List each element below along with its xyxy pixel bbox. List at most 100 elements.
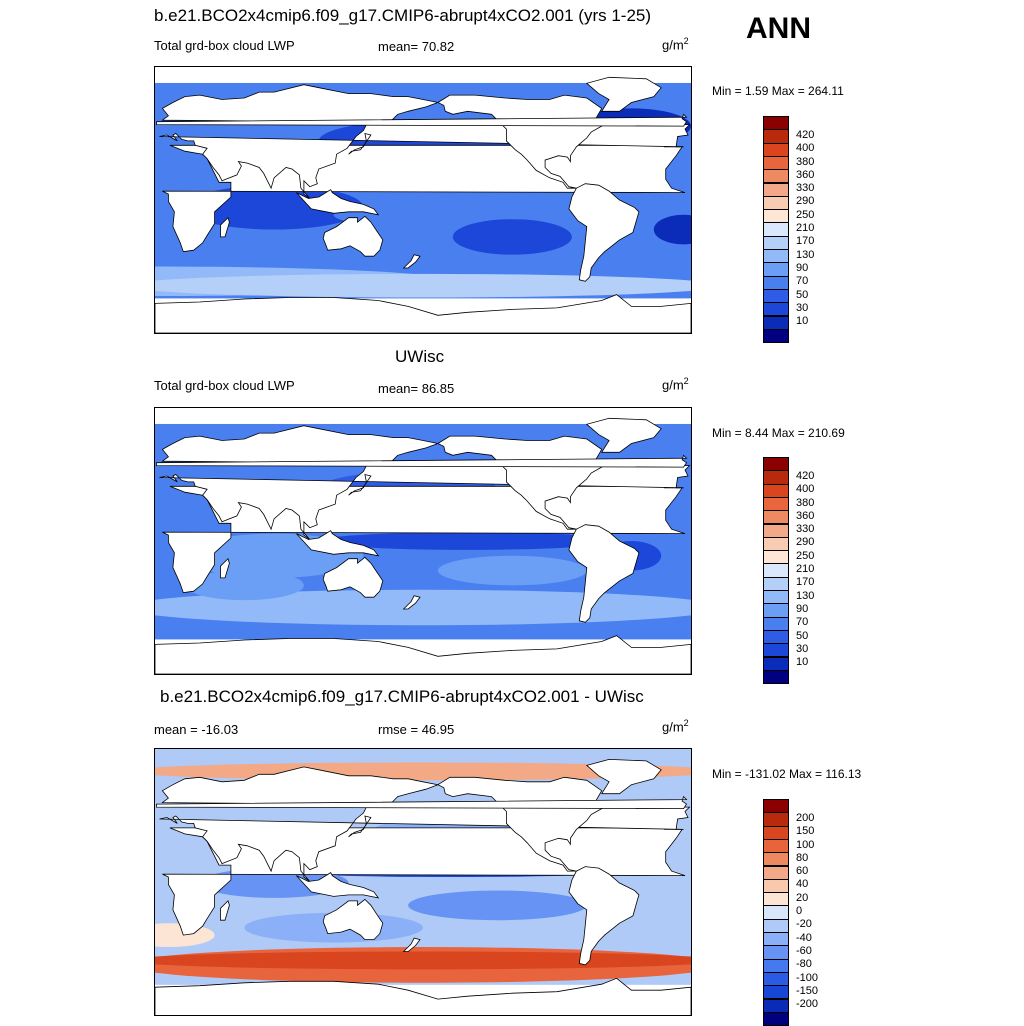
panel3-map bbox=[154, 748, 692, 1016]
colorbar-box bbox=[763, 315, 789, 330]
continent-greenland bbox=[585, 417, 662, 453]
panel2-mean-label: mean= 86.85 bbox=[378, 381, 455, 396]
colorbar-box bbox=[763, 998, 789, 1013]
colorbar-label: 60 bbox=[796, 865, 809, 878]
colorbar-label: -60 bbox=[796, 944, 812, 957]
colorbar-box bbox=[763, 129, 789, 144]
colorbar-box bbox=[763, 878, 789, 894]
colorbar-box bbox=[763, 222, 789, 237]
continent-uk bbox=[156, 795, 688, 810]
map-nodata-region bbox=[155, 408, 691, 424]
colorbar-box bbox=[763, 629, 789, 645]
colorbar-label: 20 bbox=[796, 891, 809, 904]
continent-japan bbox=[348, 473, 372, 496]
continent-indonesia bbox=[296, 189, 380, 216]
panel2-units: g/m2 bbox=[662, 376, 689, 393]
map-field-region bbox=[408, 890, 587, 921]
colorbar-box bbox=[763, 523, 789, 538]
continent-indonesia bbox=[296, 872, 380, 899]
colorbar-box bbox=[763, 985, 789, 1000]
colorbar-box bbox=[763, 195, 789, 211]
colorbar-label: 250 bbox=[796, 549, 815, 562]
colorbar-label: -100 bbox=[796, 971, 819, 984]
colorbar-box bbox=[763, 576, 789, 591]
colorbar-label: 100 bbox=[796, 838, 815, 851]
colorbar-label: 40 bbox=[796, 878, 809, 891]
colorbar-box bbox=[763, 932, 789, 947]
colorbar-box bbox=[763, 249, 789, 264]
colorbar-box bbox=[763, 865, 789, 880]
continent-madagascar bbox=[220, 900, 230, 921]
colorbar-box bbox=[763, 656, 789, 671]
colorbar-label: -150 bbox=[796, 984, 819, 997]
colorbar-box bbox=[763, 496, 789, 512]
map-field-region bbox=[318, 532, 617, 550]
colorbar-box bbox=[763, 905, 789, 920]
panel2-title: UWisc bbox=[395, 347, 445, 366]
panel1-title: b.e21.BCO2x4cmip6.f09_g17.CMIP6-abrupt4x… bbox=[154, 6, 652, 25]
continent-japan bbox=[348, 815, 372, 838]
colorbar-label: 210 bbox=[796, 563, 815, 576]
colorbar-label: 30 bbox=[796, 642, 809, 655]
colorbar-label: 130 bbox=[796, 589, 815, 602]
map-field-region bbox=[184, 236, 423, 267]
continent-australia bbox=[322, 898, 384, 940]
map-field-region bbox=[155, 589, 691, 626]
colorbar-label: 290 bbox=[796, 536, 815, 549]
continent-indonesia bbox=[296, 530, 380, 557]
continent-japan bbox=[348, 132, 372, 155]
colorbar-label: 420 bbox=[796, 128, 815, 141]
colorbar-box bbox=[763, 616, 789, 631]
panel3-minmax: Min = -131.02 Max = 116.13 bbox=[712, 767, 862, 781]
panel2-map bbox=[154, 407, 692, 675]
panel1-map bbox=[154, 66, 692, 334]
colorbar-label: 10 bbox=[796, 656, 809, 669]
colorbar-label: 380 bbox=[796, 496, 815, 509]
panel1-map-svg bbox=[155, 67, 691, 333]
colorbar-box bbox=[763, 643, 789, 658]
map-field-region bbox=[155, 273, 691, 298]
colorbar-label: 80 bbox=[796, 851, 809, 864]
panel1-mean-label: mean= 70.82 bbox=[378, 39, 455, 54]
colorbar-box bbox=[763, 142, 789, 157]
continent-nz bbox=[402, 254, 421, 269]
colorbar-box bbox=[763, 799, 789, 814]
colorbar-box bbox=[763, 328, 789, 344]
map-field-region bbox=[437, 555, 587, 586]
panel3-mean-label: mean = -16.03 bbox=[154, 722, 239, 737]
continent-eurasia bbox=[159, 766, 691, 882]
panel3-rmse-label: rmse = 46.95 bbox=[378, 722, 455, 737]
colorbar-label: 70 bbox=[796, 275, 809, 288]
panel2-minmax: Min = 8.44 Max = 210.69 bbox=[712, 426, 845, 440]
colorbar-label: 330 bbox=[796, 182, 815, 195]
colorbar-box bbox=[763, 275, 789, 290]
panel3-title: b.e21.BCO2x4cmip6.f09_g17.CMIP6-abrupt4x… bbox=[160, 687, 644, 706]
colorbar-label: 290 bbox=[796, 195, 815, 208]
map-field-region bbox=[155, 951, 691, 970]
colorbar-box bbox=[763, 945, 789, 960]
panel3-map-svg bbox=[155, 749, 691, 1015]
colorbar-label: 30 bbox=[796, 301, 809, 314]
colorbar-box bbox=[763, 550, 789, 565]
season-label: ANN bbox=[746, 12, 811, 45]
colorbar-label: -80 bbox=[796, 958, 812, 971]
map-field-region bbox=[184, 570, 304, 601]
panel1-minmax: Min = 1.59 Max = 264.11 bbox=[712, 84, 844, 98]
colorbar-box bbox=[763, 483, 789, 498]
colorbar-box bbox=[763, 812, 789, 827]
continent-antarctica bbox=[155, 977, 691, 1015]
continent-greenland bbox=[585, 758, 662, 795]
colorbar-box bbox=[763, 470, 789, 485]
colorbar-box bbox=[763, 262, 789, 277]
map-nodata-region bbox=[155, 67, 691, 83]
panel1-variable-label: Total grd-box cloud LWP bbox=[154, 38, 295, 53]
continent-australia bbox=[322, 556, 384, 598]
continent-antarctica bbox=[155, 635, 691, 674]
continent-greenland bbox=[585, 76, 662, 112]
colorbar-label: 90 bbox=[796, 602, 809, 615]
colorbar-label: 50 bbox=[796, 629, 809, 642]
colorbar-label: 360 bbox=[796, 168, 815, 181]
colorbar-label: 400 bbox=[796, 142, 815, 155]
colorbar-box bbox=[763, 603, 789, 618]
continent-madagascar bbox=[220, 216, 230, 238]
